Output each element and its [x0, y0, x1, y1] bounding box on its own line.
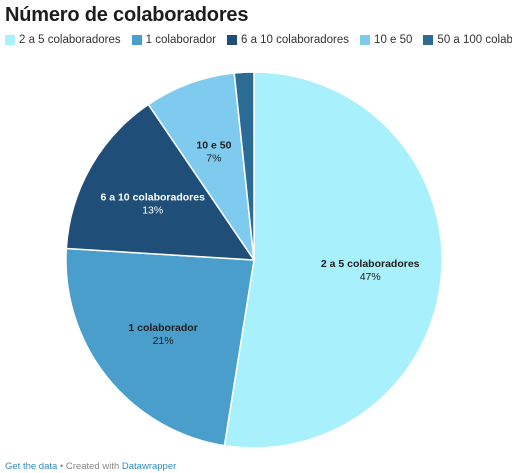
slice-value-label: 21% [153, 335, 174, 347]
legend-item: 2 a 5 colaboradores [5, 34, 121, 46]
get-the-data-link[interactable]: Get the data [5, 461, 58, 472]
chart-title: Número de colaboradores [5, 4, 249, 26]
legend-item: 6 a 10 colaboradores [226, 34, 350, 46]
slice-label: 1 colaborador [128, 322, 197, 334]
legend-label: 1 colaborador [145, 34, 216, 46]
legend-swatch [5, 35, 15, 45]
slice-value-label: 47% [360, 271, 381, 283]
chart-footer: Get the data • Created with Datawrapper [5, 461, 176, 472]
legend-label: 10 e 50 [374, 34, 413, 46]
created-with-text: Created with [65, 461, 120, 472]
pie-slice[interactable] [223, 71, 443, 449]
legend-item: 50 a 100 colaboradores [423, 34, 512, 46]
slice-label: 6 a 10 colaboradores [100, 191, 205, 203]
datawrapper-link[interactable]: Datawrapper [121, 461, 177, 472]
chart-legend: 2 a 5 colaboradores 1 colaborador 6 a 10 c… [5, 34, 512, 46]
legend-swatch [360, 35, 371, 45]
pie-slice[interactable] [147, 72, 255, 261]
pie-slice[interactable] [233, 71, 255, 261]
legend-swatch [226, 35, 237, 45]
legend-swatch [423, 35, 434, 45]
pie-slice[interactable] [65, 103, 256, 261]
footer-separator: • [59, 461, 64, 472]
legend-swatch [131, 35, 142, 45]
slice-value-label: 13% [142, 204, 163, 216]
legend-item: 10 e 50 [360, 34, 412, 46]
slice-label: 10 e 50 [196, 140, 231, 152]
pie-slice[interactable] [65, 247, 255, 447]
slice-label: 2 a 5 colaboradores [321, 258, 420, 270]
slice-value-label: 7% [206, 153, 221, 165]
legend-label: 50 a 100 colaboradores [437, 34, 512, 46]
legend-item: 1 colaborador [131, 34, 216, 46]
legend-label: 2 a 5 colaboradores [19, 34, 121, 46]
legend-label: 6 a 10 colaboradores [240, 34, 350, 46]
